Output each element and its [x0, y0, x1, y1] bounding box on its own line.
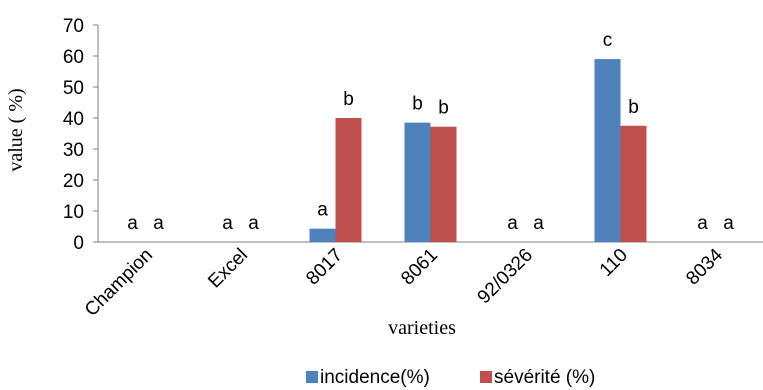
data-label: b: [628, 97, 639, 118]
y-tick-label: 10: [63, 202, 84, 223]
y-tick-label: 70: [63, 16, 84, 37]
x-axis-title: varieties: [388, 317, 456, 339]
y-axis: 0 10 20 30 40 50 60 70: [63, 16, 99, 254]
bar-incidence-2: [309, 228, 336, 242]
x-tick-label: 92/0326: [474, 245, 537, 308]
data-label: a: [507, 213, 518, 234]
data-label: b: [438, 98, 449, 119]
bar-incidence-3: [404, 122, 431, 242]
bar-incidence-5: [594, 59, 621, 242]
x-tick-label: 8017: [302, 245, 347, 290]
data-label: a: [222, 213, 233, 234]
data-label: a: [248, 213, 259, 234]
bar-severite-3: [430, 126, 457, 242]
y-tick-label: 0: [73, 233, 84, 254]
bar-severite-2: [335, 118, 362, 242]
data-label: a: [317, 200, 328, 221]
y-tick-label: 20: [63, 171, 84, 192]
bars: [309, 59, 647, 242]
y-tick-label: 50: [63, 78, 84, 99]
legend-swatch-severite: [480, 371, 492, 383]
x-tick-label: 110: [596, 245, 632, 281]
y-tick-label: 60: [63, 47, 84, 68]
y-tick-label: 40: [63, 109, 84, 130]
x-axis: Champion Excel 8017 8061 92/0326 110 8034: [81, 241, 763, 321]
y-axis-title: value ( %): [5, 88, 27, 171]
y-tick-label: 30: [63, 140, 84, 161]
x-tick-label: Excel: [204, 245, 252, 293]
data-label: a: [723, 213, 734, 234]
bar-severite-5: [620, 125, 647, 242]
data-label: b: [343, 89, 354, 110]
data-label: b: [412, 94, 423, 115]
x-tick-label: 8034: [682, 244, 727, 289]
data-label: a: [533, 213, 544, 234]
legend-swatch-incidence: [306, 371, 318, 383]
x-tick-label: Champion: [81, 245, 157, 321]
data-label: a: [697, 213, 708, 234]
legend: incidence(%) sévérité (%): [306, 367, 595, 388]
data-label: a: [153, 213, 164, 234]
x-tick-label: 8061: [397, 245, 442, 290]
legend-label-severite: sévérité (%): [494, 367, 595, 388]
legend-label-incidence: incidence(%): [320, 367, 430, 388]
data-label: c: [603, 30, 613, 51]
data-label: a: [127, 213, 138, 234]
